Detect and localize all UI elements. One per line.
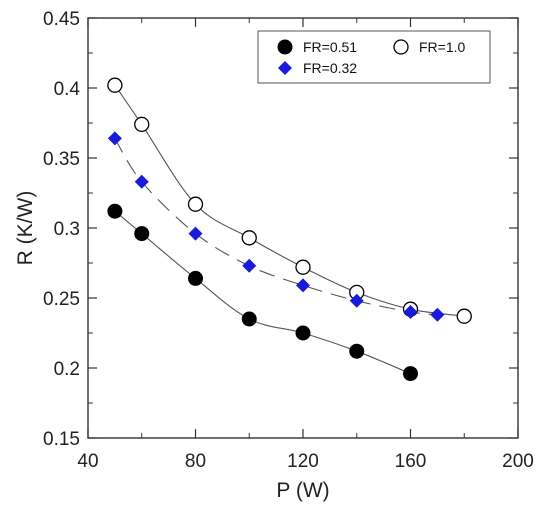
legend-label-fr10: FR=1.0: [419, 39, 466, 55]
data-point: [241, 230, 257, 246]
data-point: [107, 203, 123, 219]
legend-label-fr051: FR=0.51: [303, 39, 357, 55]
legend-marker-fr051: [277, 39, 293, 55]
y-tick-label: 0.25: [43, 289, 80, 310]
data-point: [187, 196, 204, 212]
x-axis-title: P (W): [276, 479, 329, 502]
data-point: [349, 293, 364, 308]
y-tick-label: 0.2: [54, 359, 80, 380]
data-point: [430, 307, 445, 322]
data-point: [107, 77, 123, 93]
data-point: [456, 308, 472, 324]
x-tick-label: 40: [77, 451, 98, 472]
legend-marker-fr032: [278, 61, 292, 75]
data-point: [296, 278, 310, 293]
data-point: [188, 226, 203, 241]
x-tick-label: 160: [395, 451, 427, 472]
data-point: [134, 174, 149, 189]
x-tick-label: 120: [287, 451, 319, 472]
x-tick-label: 80: [185, 451, 206, 472]
data-point: [349, 343, 365, 359]
series-line-1: [114, 84, 465, 317]
data-point: [107, 131, 122, 146]
series-markers: [107, 77, 472, 382]
y-tick-label: 0.35: [43, 149, 80, 170]
data-point: [295, 325, 311, 341]
series-line-2: [114, 138, 438, 316]
series-lines: [114, 84, 465, 375]
data-point: [134, 226, 150, 242]
data-point: [241, 311, 257, 327]
data-point: [403, 305, 418, 319]
data-point: [403, 366, 418, 382]
legend-box: [257, 30, 491, 84]
legend-label-fr032: FR=0.32: [303, 60, 357, 76]
data-point: [134, 116, 150, 133]
y-tick-label: 0.3: [54, 219, 80, 240]
y-tick-label: 0.15: [43, 429, 80, 450]
series-line-0: [114, 210, 411, 375]
data-point: [188, 270, 203, 286]
y-axis-title: R (K/W): [14, 191, 37, 266]
legend-marker-fr10: [393, 39, 409, 55]
data-point: [295, 259, 311, 275]
axis-ticks: 40 80 120 160 200 0.15 0.2 0.25 0.3 0.35 0.4 0.45: [43, 9, 534, 472]
y-tick-label: 0.45: [43, 9, 80, 30]
x-tick-label: 200: [502, 451, 534, 472]
y-tick-label: 0.4: [54, 79, 81, 100]
data-point: [242, 258, 257, 273]
legend: FR=0.51 FR=1.0 FR=0.32: [257, 30, 491, 84]
